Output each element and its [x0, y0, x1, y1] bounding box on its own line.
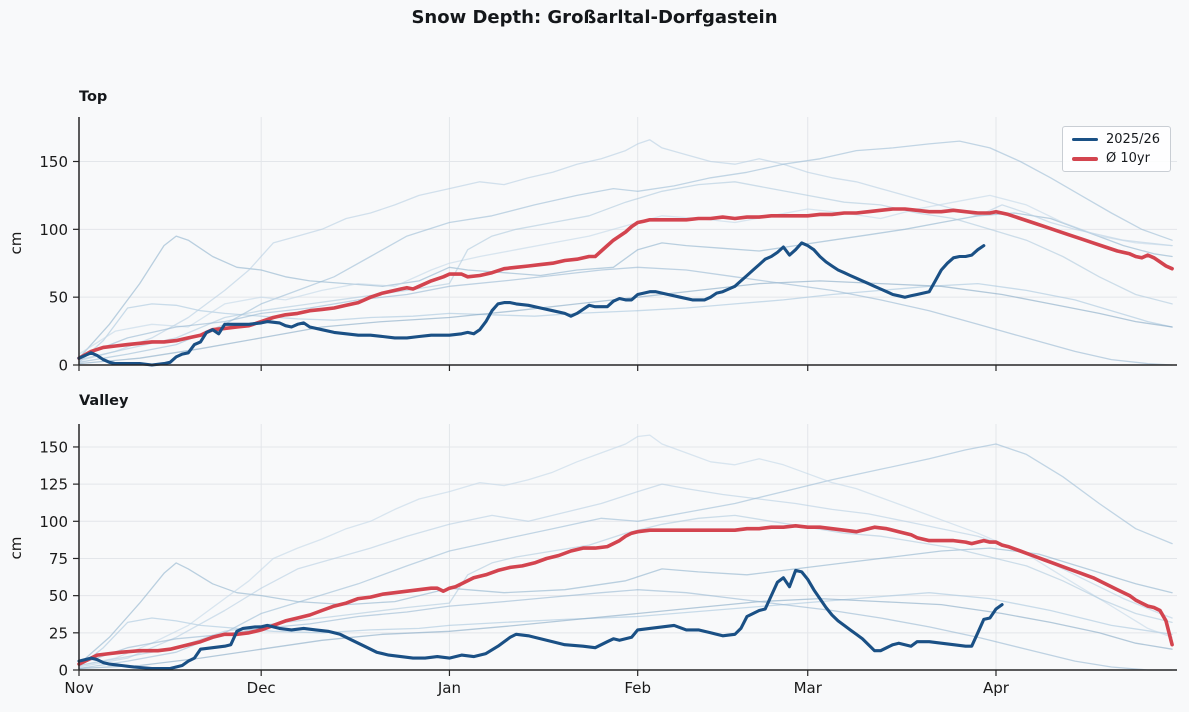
legend-swatch-current-season: [1072, 137, 1098, 142]
current-season-line: [77, 241, 986, 367]
history-season-line: [78, 434, 1173, 667]
y-tick-label: 100: [39, 221, 68, 239]
y-tick-label: 150: [39, 153, 68, 171]
mean-10yr-line: [77, 524, 1174, 666]
y-tick-label: 50: [49, 587, 68, 605]
history-season-line: [78, 282, 1173, 363]
x-tick-label: Jan: [437, 679, 461, 697]
history-season-line: [78, 547, 1173, 665]
history-season-line: [78, 194, 1173, 355]
x-tick-label: Mar: [794, 679, 823, 697]
y-tick-label: 125: [39, 476, 68, 494]
legend-item-current-season: 2025/26: [1072, 133, 1160, 146]
history-season-line: [78, 266, 1173, 366]
y-tick-label: 50: [49, 289, 68, 307]
y-tick-label: 75: [49, 550, 68, 568]
history-season-line: [78, 280, 1173, 365]
history-season-line: [78, 140, 1173, 363]
panel-title-top: Top: [79, 89, 108, 105]
history-season-line: [78, 592, 1173, 668]
y-tick-label: 0: [58, 357, 68, 375]
y-tick-label: 25: [49, 624, 68, 642]
history-season-line: [78, 597, 1173, 670]
history-season-line: [78, 139, 1173, 362]
legend-label-current-season: 2025/26: [1106, 132, 1161, 147]
legend-item-10yr-mean: Ø 10yr: [1072, 152, 1160, 165]
y-tick-label: 100: [39, 513, 68, 531]
x-tick-label: Dec: [247, 679, 276, 697]
y-axis-label-top: cm: [7, 231, 25, 255]
current-season-line: [77, 568, 1004, 671]
y-tick-label: 150: [39, 438, 68, 456]
history-season-line: [78, 443, 1173, 670]
x-tick-label: Feb: [624, 679, 651, 697]
y-tick-label: 0: [58, 662, 68, 680]
x-tick-label: Nov: [64, 679, 93, 697]
legend-label-10yr-mean: Ø 10yr: [1106, 151, 1150, 166]
panel-title-valley: Valley: [79, 393, 129, 409]
y-axis-label-valley: cm: [7, 536, 25, 560]
history-season-line: [78, 181, 1173, 361]
chart-title: Snow Depth: Großarltal-Dorfgastein: [411, 7, 778, 28]
legend-swatch-10yr-mean: [1072, 156, 1098, 161]
legend: 2025/26 Ø 10yr: [1062, 126, 1172, 172]
x-tick-label: Apr: [983, 679, 1010, 697]
history-season-line: [78, 514, 1173, 667]
mean-10yr-line: [77, 207, 1174, 360]
